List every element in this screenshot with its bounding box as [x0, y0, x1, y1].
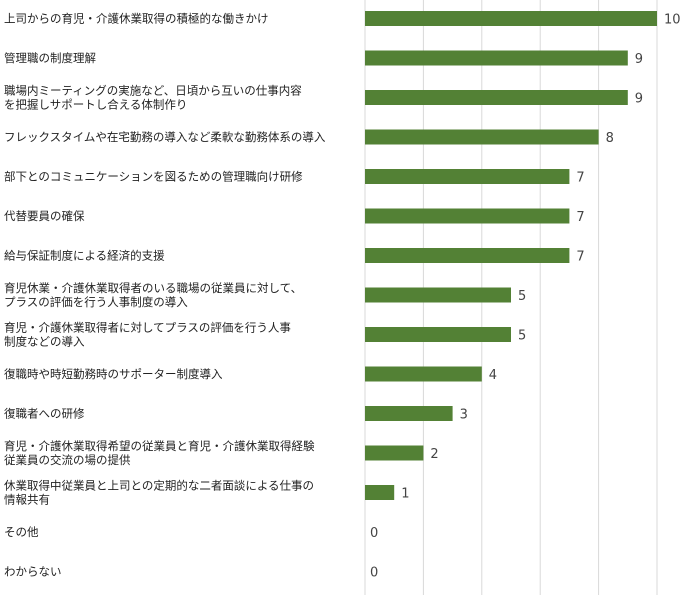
bar	[365, 287, 511, 303]
bar	[365, 169, 570, 184]
category-label: 休業取得中従業員と上司との定期的な二者面談による仕事の情報共有	[4, 479, 314, 507]
data-label: 4	[489, 368, 497, 383]
category-label-line: 制度などの導入	[4, 335, 85, 349]
data-label: 8	[606, 131, 614, 146]
category-label-line: 復職者への研修	[4, 407, 85, 421]
category-label: 給与保証制度による経済的支援	[4, 249, 165, 263]
category-label: 育児・介護休業取得者に対してプラスの評価を行う人事制度などの導入	[4, 321, 291, 349]
category-label-line: 育児・介護休業取得者に対してプラスの評価を行う人事	[4, 321, 291, 335]
category-label-line: 育児・介護休業取得希望の従業員と育児・介護休業取得経験	[4, 439, 315, 453]
bar	[365, 485, 395, 500]
bar	[365, 366, 482, 382]
category-label-line: 従業員の交流の場の提供	[4, 453, 131, 467]
data-label: 0	[370, 526, 378, 541]
category-label: 部下とのコミュニケーションを図るための管理職向け研修	[4, 170, 303, 184]
category-label-line: 部下とのコミュニケーションを図るための管理職向け研修	[4, 170, 303, 184]
data-label: 9	[635, 92, 643, 107]
data-label: 10	[664, 13, 681, 28]
category-label: 復職時や時短勤務時のサポーター制度導入	[4, 367, 223, 381]
category-label: 職場内ミーティングの実施など、日頃から互いの仕事内容を把握しサポートし合える体制…	[4, 84, 302, 112]
bar	[365, 129, 599, 145]
bars	[365, 11, 657, 500]
data-label: 7	[576, 250, 584, 265]
category-label-line: 上司からの育児・介護休業取得の積極的な働きかけ	[4, 12, 269, 26]
category-label-line: 代替要員の確保	[4, 209, 85, 223]
category-label-line: 職場内ミーティングの実施など、日頃から互いの仕事内容	[4, 84, 302, 98]
category-label-line: 給与保証制度による経済的支援	[4, 249, 165, 263]
data-label: 7	[576, 171, 584, 186]
category-label-line: 休業取得中従業員と上司との定期的な二者面談による仕事の	[4, 479, 314, 493]
category-label: 上司からの育児・介護休業取得の積極的な働きかけ	[4, 12, 269, 26]
data-label: 0	[370, 566, 378, 581]
bar	[365, 406, 453, 421]
category-label-line: 管理職の制度理解	[4, 51, 96, 65]
category-label-line: 復職時や時短勤務時のサポーター制度導入	[4, 367, 223, 381]
data-label: 2	[430, 447, 438, 462]
data-label: 1	[401, 487, 409, 502]
category-labels: 上司からの育児・介護休業取得の積極的な働きかけ管理職の制度理解職場内ミーティング…	[4, 12, 326, 579]
category-label: フレックスタイムや在宅勤務の導入など柔軟な勤務体系の導入	[4, 130, 326, 144]
category-label-line: その他	[4, 525, 39, 539]
bar	[365, 208, 570, 224]
category-label-line: フレックスタイムや在宅勤務の導入など柔軟な勤務体系の導入	[4, 130, 326, 144]
category-label-line: 情報共有	[4, 493, 50, 507]
bar	[365, 11, 657, 26]
bar	[365, 327, 511, 342]
category-label: 復職者への研修	[4, 407, 85, 421]
data-label: 9	[635, 52, 643, 67]
category-label: 育児休業・介護休業取得者のいる職場の従業員に対して、プラスの評価を行う人事制度の…	[4, 281, 302, 309]
category-label: わからない	[4, 565, 62, 579]
category-label: その他	[4, 525, 39, 539]
data-label: 7	[576, 210, 584, 225]
category-label: 代替要員の確保	[4, 209, 85, 223]
data-label: 5	[518, 289, 526, 304]
category-label-line: プラスの評価を行う人事制度の導入	[4, 295, 188, 309]
category-label-line: を把握しサポートし合える体制作り	[4, 98, 187, 112]
category-label-line: わからない	[4, 565, 62, 579]
category-label: 管理職の制度理解	[4, 51, 96, 65]
category-label-line: 育児休業・介護休業取得者のいる職場の従業員に対して、	[4, 281, 302, 295]
bar	[365, 50, 628, 66]
bar	[365, 90, 628, 105]
data-label: 3	[460, 408, 468, 423]
category-label: 育児・介護休業取得希望の従業員と育児・介護休業取得経験従業員の交流の場の提供	[4, 439, 315, 467]
bar	[365, 445, 424, 461]
data-label: 5	[518, 329, 526, 344]
bar	[365, 248, 570, 263]
